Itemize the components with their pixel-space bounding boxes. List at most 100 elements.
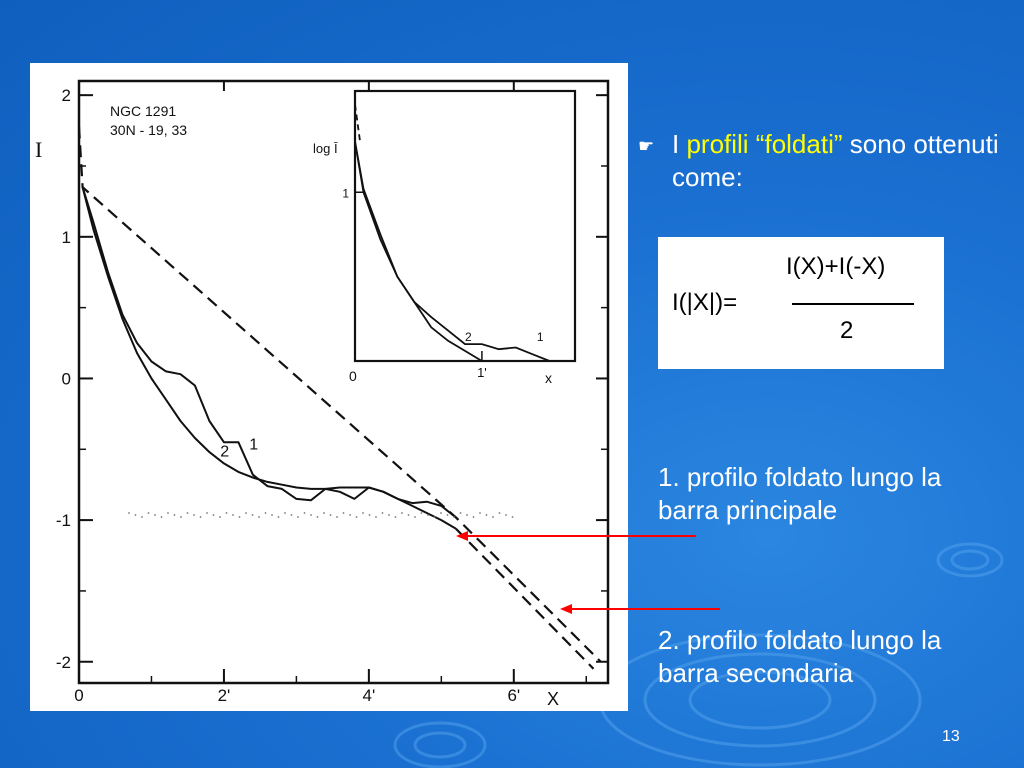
noise-dot (394, 516, 397, 518)
noise-dot (134, 514, 137, 516)
inset-series-line (354, 141, 550, 362)
noise-dot (245, 512, 247, 514)
y-tick-label: -1 (56, 511, 71, 530)
bullet-prefix: I (672, 129, 687, 159)
y-tick-label: 2 (62, 86, 71, 105)
noise-dot (329, 514, 332, 516)
noise-dot (128, 512, 130, 514)
inset-plot: 1 0 1' x log Ī 1 2 (313, 89, 577, 386)
noise-dot (167, 512, 169, 514)
inset-border (353, 89, 577, 363)
noise-dot (251, 514, 254, 516)
noise-dot (446, 514, 449, 516)
formula-lhs: I(|X|)= (672, 289, 738, 316)
formula-box: I(|X|)= I(X)+I(-X) 2 (658, 237, 944, 369)
noise-dot (492, 516, 494, 518)
page-number: 13 (942, 728, 960, 745)
noise-dot (349, 514, 351, 516)
noise-dot (212, 514, 215, 516)
noise-dot (284, 512, 286, 514)
noise-dot (342, 512, 345, 514)
noise-dot (264, 512, 267, 514)
noise-dot (310, 514, 312, 516)
noise-dot (323, 512, 325, 514)
galaxy-annotation: 30N - 19, 33 (110, 122, 187, 138)
noise-dot (225, 512, 228, 514)
noise-dot (362, 512, 364, 514)
x-tick-label: 4' (363, 686, 376, 705)
y-tick-label: 1 (62, 228, 71, 247)
main-plot-border (77, 79, 610, 685)
inset-y-axis-label: log Ī (313, 141, 338, 156)
curve-label-1: 1 (249, 436, 258, 453)
bullet-text: I profili “foldati” sono ottenuti come: (672, 128, 1012, 194)
y-axis-label: I (35, 137, 42, 162)
inset-y-tick-label: 1 (342, 186, 349, 200)
noise-dot (186, 512, 189, 514)
noise-dot (336, 516, 338, 518)
noise-dot (141, 516, 143, 518)
noise-dot (206, 512, 208, 514)
inset-series-line (354, 141, 483, 362)
inset-x-tick-label: 0 (349, 368, 357, 384)
formula-numerator: I(X)+I(-X) (786, 253, 886, 280)
arrow-to-curve-2 (560, 604, 720, 614)
noise-dot (193, 514, 195, 516)
inset-x-tick-label: 1' (477, 365, 487, 380)
extrapolation-line (455, 527, 595, 670)
noise-dot (303, 512, 306, 514)
noise-dot (433, 516, 436, 518)
bullet-suffix: sono ottenuti come: (672, 129, 999, 192)
noise-dot (420, 512, 423, 514)
noise-dot (173, 514, 176, 516)
noise-dot (160, 516, 163, 518)
noise-dot (180, 516, 182, 518)
main-plot-series (77, 126, 602, 670)
galaxy-annotation: NGC 1291 (110, 103, 176, 119)
main-plot-frame (77, 79, 610, 685)
series-line (81, 186, 457, 530)
noise-dot (498, 512, 501, 514)
noise-dot (479, 512, 481, 514)
noise-dot (459, 512, 462, 514)
noise-dot (485, 514, 488, 516)
extrapolation-line (77, 126, 602, 663)
noise-dot (238, 516, 241, 518)
inset-curve-label-2: 2 (465, 330, 472, 344)
arrow-to-curve-1 (456, 531, 696, 541)
profile-chart-panel: 2 1 0 -1 -2 0 2' 4' 6' I X NGC 1291 30N - 19, 33 1 2 1… (30, 63, 628, 711)
noise-dot (277, 516, 280, 518)
label-profile-2: 2. profilo foldato lungo la barra second… (658, 625, 942, 688)
y-tick-label: -2 (56, 653, 71, 672)
noise-dot (355, 516, 358, 518)
noise-dot (388, 514, 390, 516)
noise-dot (375, 516, 377, 518)
noise-dot (505, 514, 507, 516)
curve-label-2: 2 (220, 443, 229, 460)
noise-dot (511, 516, 514, 518)
x-tick-label: 0 (74, 686, 83, 705)
noise-dot (271, 514, 273, 516)
pointing-hand-icon: ☛ (638, 136, 655, 156)
noise-dot (466, 514, 468, 516)
bullet-highlight: profili “foldati” (686, 129, 843, 159)
noise-dot (453, 516, 455, 518)
noise-dot (440, 512, 442, 514)
noise-dot (297, 516, 299, 518)
noise-dot (316, 516, 319, 518)
noise-dot (472, 516, 475, 518)
noise-dot (219, 516, 221, 518)
formula-denominator: 2 (840, 317, 854, 344)
x-tick-label: 2' (218, 686, 231, 705)
inset-curve-label-1: 1 (537, 330, 544, 344)
noise-dot (407, 514, 410, 516)
noise-dot (290, 514, 293, 516)
label-profile-1: 1. profilo foldato lungo la barra princi… (658, 462, 942, 525)
noise-dot (368, 514, 371, 516)
noise-dot (147, 512, 150, 514)
x-tick-label: 6' (507, 686, 520, 705)
